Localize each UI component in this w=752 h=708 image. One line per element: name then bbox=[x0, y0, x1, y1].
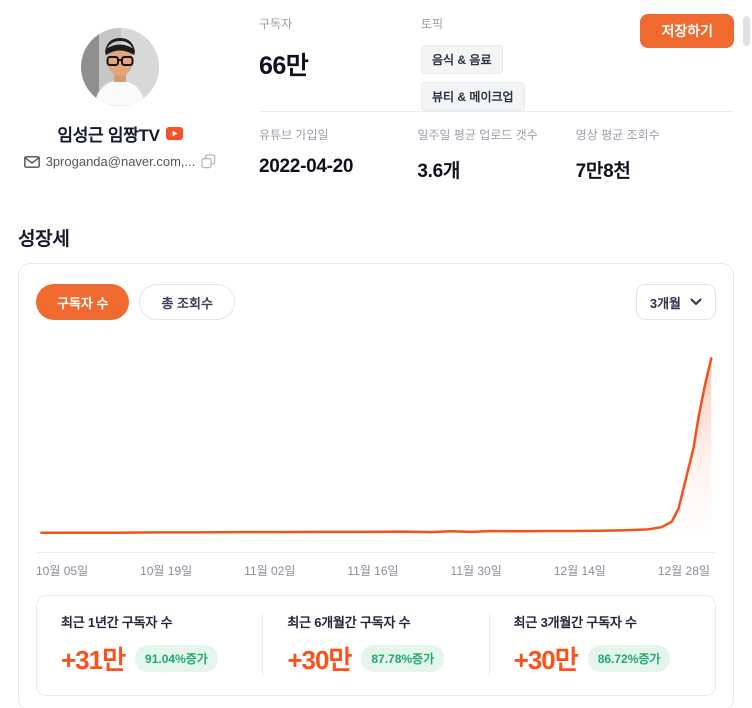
x-axis-labels: 10월 05일 10월 19일 11월 02일 11월 16일 11월 30일 … bbox=[36, 553, 710, 579]
growth-line-chart bbox=[40, 357, 713, 536]
scrollbar-thumb[interactable] bbox=[743, 16, 750, 46]
growth-summary: 최근 1년간 구독자 수 +31만 91.04%증가 최근 6개월간 구독자 수… bbox=[36, 595, 716, 696]
topic-tag: 음식 & 음료 bbox=[421, 45, 503, 74]
x-tick: 12월 28일 bbox=[657, 564, 710, 578]
stat-joined-label: 유튜브 가입일 bbox=[259, 128, 329, 142]
stat-weekly-uploads: 일주일 평균 업로드 갯수 3.6개 bbox=[417, 126, 575, 183]
stat-subscribers-value: 66만 bbox=[259, 52, 309, 80]
stats-divider bbox=[259, 111, 734, 112]
copy-icon[interactable] bbox=[201, 154, 216, 169]
period-dropdown-value: 3개월 bbox=[649, 295, 681, 311]
growth-section-title: 성장세 bbox=[18, 229, 70, 250]
tab-subscriber-count[interactable]: 구독자 수 bbox=[36, 284, 130, 320]
chart-area-fill bbox=[41, 358, 712, 536]
summary-1year: 최근 1년간 구독자 수 +31만 91.04%증가 bbox=[37, 612, 262, 677]
period-dropdown[interactable]: 3개월 bbox=[635, 284, 716, 320]
summary-value: +31만 bbox=[61, 645, 126, 675]
chevron-down-icon bbox=[690, 298, 702, 305]
x-axis-line bbox=[36, 552, 716, 553]
growth-rate-badge: 87.78%증가 bbox=[361, 645, 445, 672]
x-tick: 12월 14일 bbox=[553, 564, 606, 578]
growth-rate-badge: 91.04%증가 bbox=[135, 645, 218, 672]
growth-tabs: 구독자 수 총 조회수 bbox=[36, 284, 235, 320]
x-tick: 10월 05일 bbox=[36, 564, 89, 578]
stat-subscribers-label: 구독자 bbox=[259, 17, 293, 31]
channel-avatar bbox=[81, 28, 159, 106]
summary-3months: 최근 3개월간 구독자 수 +30만 86.72%증가 bbox=[488, 612, 715, 677]
stat-joined-value: 2022-04-20 bbox=[259, 156, 354, 177]
chart-line bbox=[40, 357, 713, 534]
summary-label: 최근 6개월간 구독자 수 bbox=[287, 615, 411, 630]
stat-avg-views-value: 7만8천 bbox=[575, 161, 631, 182]
channel-header: 임성근 임짱TV 3proganda@naver.com,... bbox=[0, 0, 752, 212]
x-tick: 11월 02일 bbox=[244, 564, 296, 578]
youtube-play-icon[interactable] bbox=[165, 127, 183, 140]
stat-topics-label: 토픽 bbox=[421, 17, 444, 31]
summary-value: +30만 bbox=[287, 645, 352, 675]
topic-tag: 뷰티 & 메이크업 bbox=[421, 82, 525, 111]
stat-avg-views: 영상 평균 조회수 7만8천 bbox=[576, 126, 734, 183]
stat-weekly-uploads-value: 3.6개 bbox=[417, 161, 461, 182]
stat-topics: 토픽 음식 & 음료 뷰티 & 메이크업 bbox=[421, 15, 611, 111]
channel-profile: 임성근 임짱TV 3proganda@naver.com,... bbox=[0, 28, 240, 169]
channel-name: 임성근 임짱TV bbox=[57, 126, 160, 145]
stat-weekly-uploads-label: 일주일 평균 업로드 갯수 bbox=[417, 128, 538, 142]
x-tick: 10월 19일 bbox=[140, 564, 193, 578]
stat-subscribers: 구독자 66만 bbox=[259, 15, 421, 111]
x-tick: 11월 30일 bbox=[450, 564, 502, 578]
stat-avg-views-label: 영상 평균 조회수 bbox=[575, 128, 660, 142]
stat-joined: 유튜브 가입일 2022-04-20 bbox=[259, 126, 417, 183]
summary-label: 최근 1년간 구독자 수 bbox=[61, 615, 173, 630]
tab-total-views[interactable]: 총 조회수 bbox=[139, 284, 235, 320]
summary-value: +30만 bbox=[513, 645, 579, 675]
envelope-icon bbox=[23, 155, 40, 168]
x-tick: 11월 16일 bbox=[347, 564, 399, 578]
channel-email: 3proganda@naver.com,... bbox=[45, 154, 196, 169]
save-button[interactable]: 저장하기 bbox=[640, 14, 734, 48]
summary-label: 최근 3개월간 구독자 수 bbox=[513, 615, 637, 630]
summary-6months: 최근 6개월간 구독자 수 +30만 87.78%증가 bbox=[262, 612, 488, 677]
growth-card: 구독자 수 총 조회수 3개월 bbox=[18, 263, 734, 708]
subscriber-growth-chart: 10월 05일 10월 19일 11월 02일 11월 16일 11월 30일 … bbox=[36, 344, 716, 579]
channel-stats: 구독자 66만 토픽 음식 & 음료 뷰티 & 메이크업 유튜브 가입일 202… bbox=[259, 0, 752, 183]
growth-rate-badge: 86.72%증가 bbox=[587, 645, 671, 672]
